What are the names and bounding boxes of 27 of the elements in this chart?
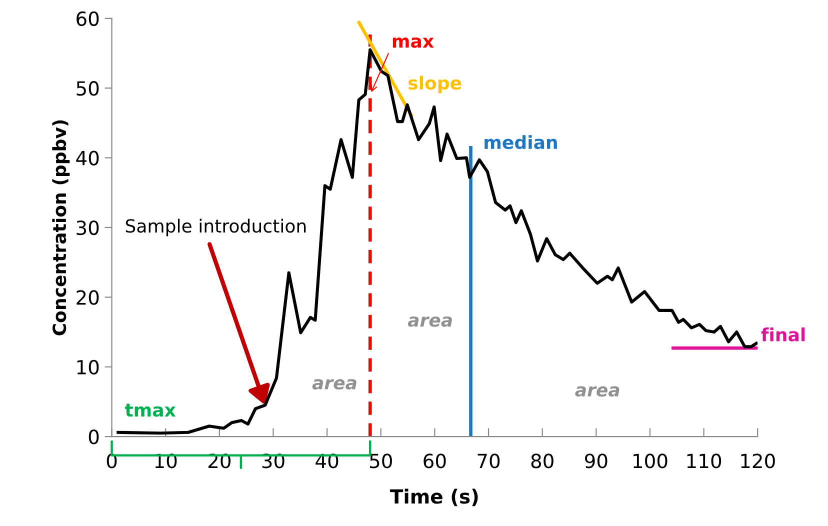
annotation: area <box>312 379 356 390</box>
y-tick-label: 0 <box>88 430 99 444</box>
y-tick-label: 20 <box>76 290 99 305</box>
y-axis-title: Concentration (ppbv) <box>52 120 70 336</box>
line-series <box>115 48 758 435</box>
x-tick-label: 120 <box>741 454 775 468</box>
text: final <box>761 327 805 342</box>
x-tick-label: 50 <box>370 454 392 468</box>
annotation: median <box>484 135 557 150</box>
annotation: max <box>392 38 434 48</box>
y-tick-label: 40 <box>76 150 99 166</box>
x-tick-label: 110 <box>687 454 722 468</box>
x-tick-label: 70 <box>478 454 500 468</box>
y-tick-label: 50 <box>76 81 99 96</box>
annotation: slope <box>408 76 462 94</box>
y-tick-label: 30 <box>76 220 99 236</box>
annotation: area <box>575 386 620 397</box>
x-axis-title: Time (s) <box>390 488 478 506</box>
y-tick-label: 10 <box>77 360 99 375</box>
x-tick-label: 60 <box>424 454 446 468</box>
x-tick-label: 100 <box>634 454 668 468</box>
annotation: tmax <box>124 404 176 417</box>
annotation: area <box>408 316 452 327</box>
y-tick-label: 60 <box>76 11 99 26</box>
x-tick-label: 80 <box>531 454 554 468</box>
annotation: Sample introduction <box>126 218 306 236</box>
x-tick-label: 90 <box>585 454 608 468</box>
